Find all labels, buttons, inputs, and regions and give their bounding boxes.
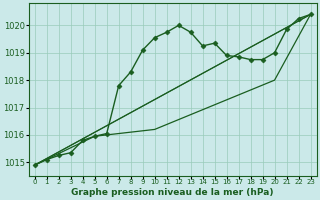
X-axis label: Graphe pression niveau de la mer (hPa): Graphe pression niveau de la mer (hPa) [71, 188, 274, 197]
